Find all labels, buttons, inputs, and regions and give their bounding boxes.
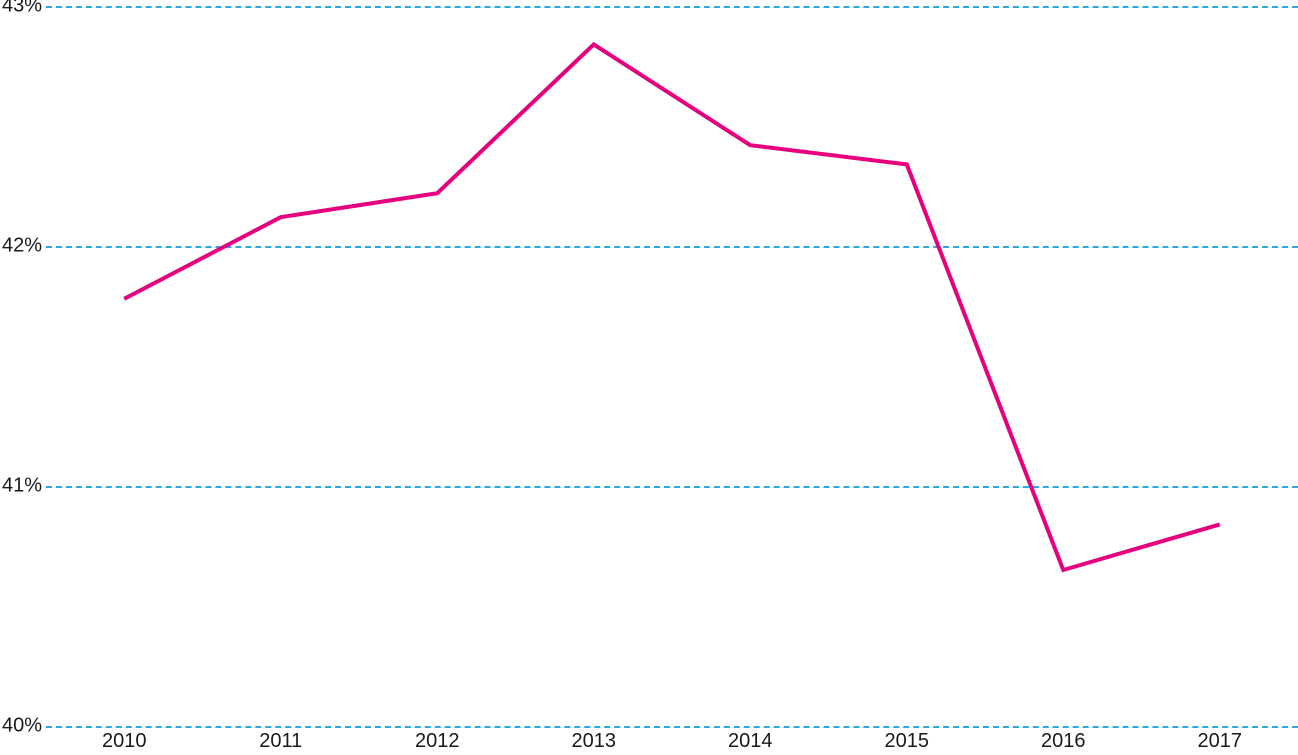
x-tick-label: 2011 bbox=[259, 730, 302, 753]
series-line bbox=[124, 44, 1220, 570]
line-chart: 40%41%42%43% 201020112012201320142015201… bbox=[0, 0, 1298, 755]
plot-svg bbox=[0, 0, 1298, 755]
x-tick-label: 2015 bbox=[885, 730, 930, 753]
x-tick-label: 2010 bbox=[102, 730, 147, 753]
x-tick-label: 2012 bbox=[415, 730, 460, 753]
x-tick-label: 2016 bbox=[1041, 730, 1086, 753]
x-tick-label: 2013 bbox=[572, 730, 617, 753]
x-tick-label: 2014 bbox=[728, 730, 773, 753]
x-tick-label: 2017 bbox=[1198, 730, 1243, 753]
